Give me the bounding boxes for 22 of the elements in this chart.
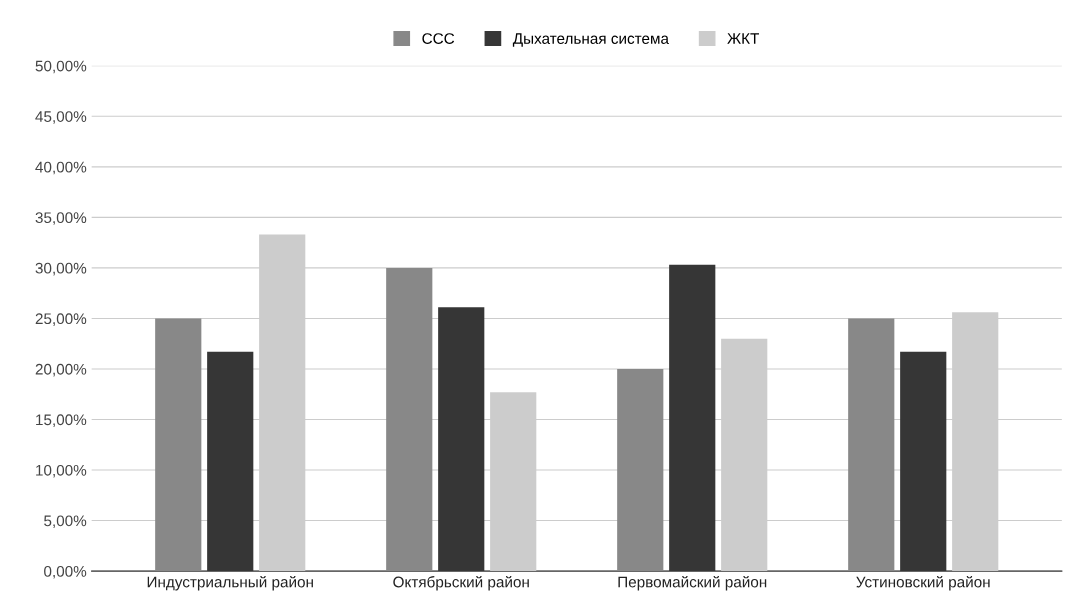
y-tick-label: 0,00% (44, 565, 87, 579)
bar (386, 267, 433, 572)
y-tick-label: 20,00% (35, 363, 87, 377)
y-tick-label: 10,00% (36, 464, 87, 478)
legend-label: ССС (422, 33, 455, 44)
bar (617, 368, 664, 572)
x-tick-label: Устиновский район (856, 575, 990, 591)
y-tick-label: 35,00% (35, 212, 87, 225)
x-tick-label: Индустриальный район (147, 575, 313, 591)
x-tick-label: Первомайский район (618, 575, 767, 591)
legend-label: ЖКТ (727, 33, 760, 44)
y-tick-label: 50,00% (35, 60, 87, 74)
bar (155, 318, 202, 572)
y-tick-label: 45,00% (35, 111, 87, 124)
y-tick-label: 15,00% (36, 414, 87, 427)
y-tick-label: 30,00% (35, 262, 87, 276)
legend-label: Дыхательная система (512, 33, 669, 47)
y-tick-label: 40,00% (35, 161, 87, 175)
x-tick-label: Октябрьский район (393, 575, 529, 591)
bar (848, 318, 895, 572)
y-tick-label: 5,00% (44, 515, 87, 529)
y-tick-label: 25,00% (35, 313, 87, 326)
